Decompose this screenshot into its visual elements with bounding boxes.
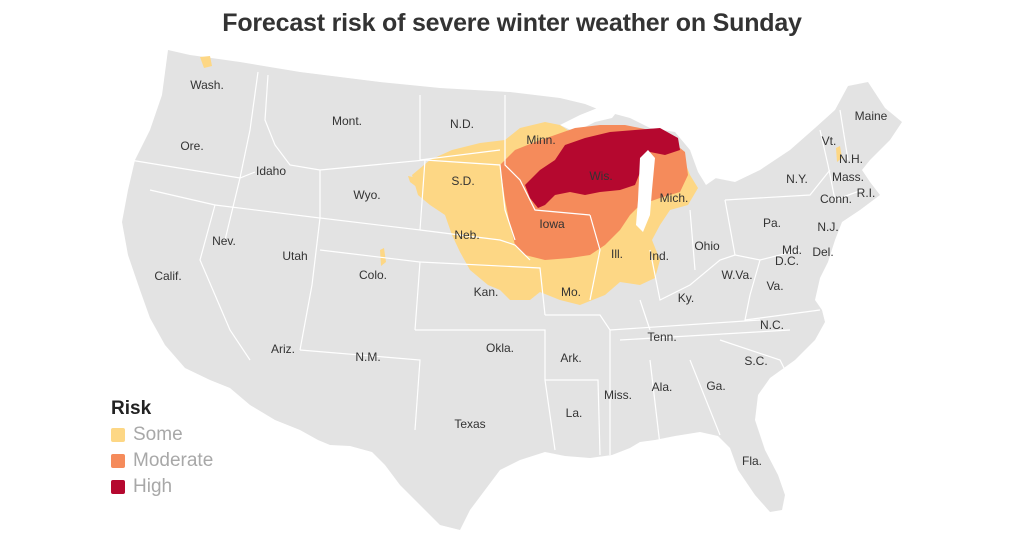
- legend-label-high: High: [133, 476, 173, 497]
- state-label: N.M.: [355, 350, 380, 364]
- state-label: La.: [566, 406, 583, 420]
- legend-label-some: Some: [133, 424, 183, 445]
- state-label: Va.: [766, 279, 783, 293]
- state-label: W.Va.: [721, 268, 752, 282]
- legend-item-moderate: Moderate: [111, 448, 213, 474]
- state-label: N.Y.: [786, 172, 808, 186]
- state-label: Nev.: [212, 234, 236, 248]
- lake-huron-erie: [690, 150, 716, 185]
- state-label: N.C.: [760, 318, 784, 332]
- state-label: Wash.: [190, 78, 224, 92]
- state-label: Wis.: [589, 169, 612, 183]
- state-label: Mont.: [332, 114, 362, 128]
- state-label: Colo.: [359, 268, 387, 282]
- state-label: Maine: [855, 109, 888, 123]
- state-label: Ark.: [560, 351, 581, 365]
- state-label: Ala.: [652, 380, 673, 394]
- state-label: Mo.: [561, 285, 581, 299]
- swatch-moderate-icon: [111, 454, 125, 468]
- state-label: N.D.: [450, 117, 474, 131]
- state-label: Texas: [454, 417, 485, 431]
- state-borders: [129, 71, 863, 456]
- state-label: S.D.: [451, 174, 474, 188]
- legend-label-moderate: Moderate: [133, 450, 214, 471]
- state-label: N.H.: [839, 152, 863, 166]
- state-label: Wyo.: [353, 188, 380, 202]
- state-label: Neb.: [454, 228, 479, 242]
- state-label: Ariz.: [271, 342, 295, 356]
- state-label: Vt.: [822, 134, 837, 148]
- state-label: Tenn.: [647, 330, 676, 344]
- state-label: Ky.: [678, 291, 694, 305]
- state-label: R.I.: [857, 186, 876, 200]
- lake-michigan-overlay: [636, 150, 655, 232]
- state-label: Idaho: [256, 164, 286, 178]
- legend-item-some: Some: [111, 422, 213, 448]
- state-label: Iowa: [539, 217, 565, 231]
- state-label: Fla.: [742, 454, 762, 468]
- state-label: Conn.: [820, 192, 852, 206]
- risk-some-patch-wa: [200, 56, 212, 68]
- state-label: Ill.: [611, 247, 623, 261]
- legend: Risk Some Moderate High: [111, 398, 213, 500]
- map-title: Forecast risk of severe winter weather o…: [222, 9, 802, 37]
- state-label: Ore.: [180, 139, 203, 153]
- state-label: Minn.: [526, 133, 555, 147]
- state-label: Utah: [282, 249, 307, 263]
- swatch-high-icon: [111, 480, 125, 494]
- state-label: Calif.: [154, 269, 181, 283]
- lake-superior: [560, 105, 620, 132]
- state-label: D.C.: [775, 254, 799, 268]
- state-label: Md.: [782, 243, 802, 257]
- risk-some-patch-nh: [836, 146, 842, 162]
- risk-high-region: [525, 128, 680, 208]
- legend-item-high: High: [111, 474, 213, 500]
- state-label: Okla.: [486, 341, 514, 355]
- state-label: Miss.: [604, 388, 632, 402]
- state-labels: Wash. Mont. N.D. Minn. Ore. Idaho Wyo. S.D. Wis.…: [154, 78, 887, 468]
- risk-some-patch-wy: [408, 176, 426, 188]
- state-label: Mich.: [660, 191, 689, 205]
- state-label: Del.: [812, 245, 833, 259]
- swatch-some-icon: [111, 428, 125, 442]
- state-label: Ga.: [706, 379, 725, 393]
- state-label: S.C.: [744, 354, 767, 368]
- legend-title: Risk: [111, 398, 152, 419]
- state-label: Pa.: [763, 216, 781, 230]
- state-label: Kan.: [474, 285, 499, 299]
- state-label: Ohio: [694, 239, 720, 253]
- state-label: Mass.: [832, 170, 864, 184]
- state-label: Ind.: [649, 249, 669, 263]
- state-label: N.J.: [817, 220, 838, 234]
